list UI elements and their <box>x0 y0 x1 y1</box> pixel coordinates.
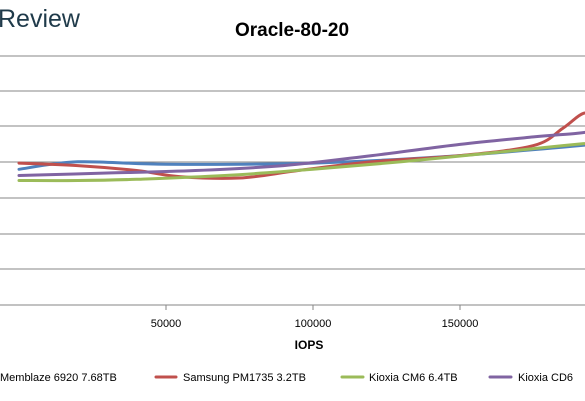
series-line-1 <box>17 111 585 180</box>
legend-label-3: Kioxia CD6 <box>518 372 573 384</box>
chart-title: Oracle-80-20 <box>235 20 349 41</box>
plot-area <box>17 111 585 183</box>
series-line-2 <box>17 141 585 183</box>
legend-label-1: Samsung PM1735 3.2TB <box>183 372 306 384</box>
legend-label-0: Memblaze 6920 7.68TB <box>0 372 117 384</box>
x-tick-label: 100000 <box>295 318 332 330</box>
review-watermark: Review <box>0 5 81 33</box>
x-tick-label: 50000 <box>151 318 182 330</box>
legend: Memblaze 6920 7.68TB Samsung PM1735 3.2TB… <box>0 372 573 384</box>
x-axis-ticks: 50000100000150000200000 <box>151 305 479 330</box>
legend-label-2: Kioxia CM6 6.4TB <box>369 372 458 384</box>
series-line-3 <box>17 130 585 177</box>
x-axis-title: IOPS <box>295 338 324 352</box>
x-tick-label: 150000 <box>442 318 479 330</box>
